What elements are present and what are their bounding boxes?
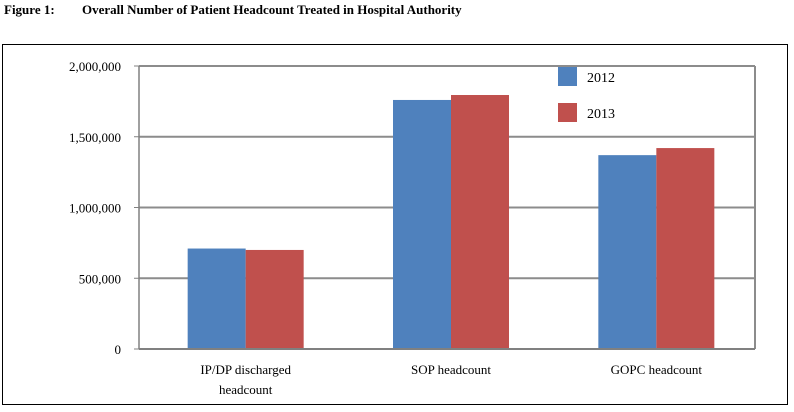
bar-chart: 0 500,000 1,000,000 1,500,000 2,000,000 IP/DP… — [69, 59, 756, 397]
legend-swatch-2012 — [558, 67, 577, 86]
figure-number: Figure 1: — [4, 2, 55, 17]
legend-label: 2013 — [587, 107, 615, 122]
bar-2012 — [598, 155, 657, 349]
y-tick-label: 500,000 — [79, 271, 121, 286]
legend-swatch-2013 — [558, 103, 577, 122]
bar-2012 — [393, 99, 451, 350]
legend-label: 2012 — [587, 71, 615, 86]
y-tick-label: 0 — [115, 342, 122, 357]
bar-2013 — [245, 249, 304, 349]
bar-2013 — [656, 148, 715, 349]
x-tick-label: GOPC headcount — [611, 362, 703, 377]
bar-2012 — [187, 248, 246, 349]
bar-2013 — [451, 95, 509, 349]
x-tick-label: SOP headcount — [411, 362, 491, 377]
chart-frame: 0 500,000 1,000,000 1,500,000 2,000,000 IP/DP… — [2, 44, 788, 405]
y-tick-label: 2,000,000 — [69, 59, 121, 74]
x-tick-label: headcount — [219, 382, 273, 397]
y-tick-label: 1,000,000 — [69, 201, 121, 216]
y-tick-label: 1,500,000 — [69, 130, 121, 145]
x-tick-label: IP/DP discharged — [200, 362, 291, 377]
figure-title: Figure 1: Overall Number of Patient Headc… — [4, 2, 462, 18]
figure-title-text: Overall Number of Patient Headcount Trea… — [82, 2, 462, 17]
